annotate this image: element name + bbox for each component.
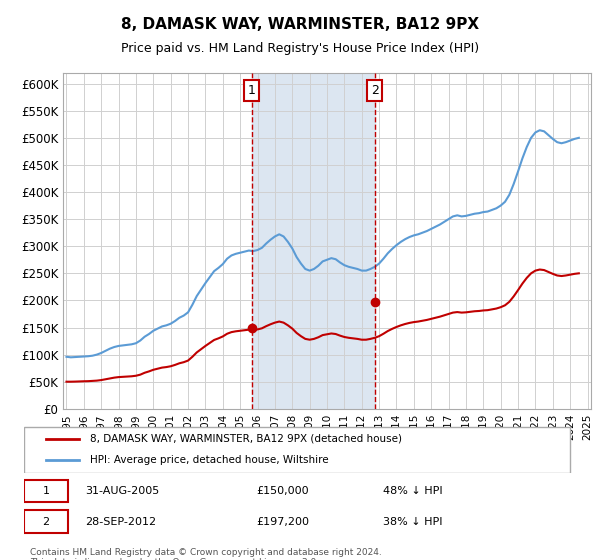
- Text: 38% ↓ HPI: 38% ↓ HPI: [383, 517, 442, 527]
- Text: 1: 1: [248, 84, 256, 97]
- FancyBboxPatch shape: [24, 480, 68, 502]
- Text: £197,200: £197,200: [256, 517, 309, 527]
- Text: 8, DAMASK WAY, WARMINSTER, BA12 9PX: 8, DAMASK WAY, WARMINSTER, BA12 9PX: [121, 17, 479, 32]
- Text: 48% ↓ HPI: 48% ↓ HPI: [383, 486, 442, 496]
- Text: 2: 2: [371, 84, 379, 97]
- Text: £150,000: £150,000: [256, 486, 308, 496]
- Text: HPI: Average price, detached house, Wiltshire: HPI: Average price, detached house, Wilt…: [90, 455, 329, 465]
- Text: Contains HM Land Registry data © Crown copyright and database right 2024.
This d: Contains HM Land Registry data © Crown c…: [30, 548, 382, 560]
- Text: 1: 1: [43, 486, 50, 496]
- FancyBboxPatch shape: [24, 427, 571, 473]
- Text: 2: 2: [43, 517, 50, 527]
- Text: 31-AUG-2005: 31-AUG-2005: [85, 486, 159, 496]
- Text: 8, DAMASK WAY, WARMINSTER, BA12 9PX (detached house): 8, DAMASK WAY, WARMINSTER, BA12 9PX (det…: [90, 434, 402, 444]
- FancyBboxPatch shape: [24, 511, 68, 533]
- Text: Price paid vs. HM Land Registry's House Price Index (HPI): Price paid vs. HM Land Registry's House …: [121, 42, 479, 55]
- Bar: [251, 73, 375, 409]
- Text: 28-SEP-2012: 28-SEP-2012: [85, 517, 156, 527]
